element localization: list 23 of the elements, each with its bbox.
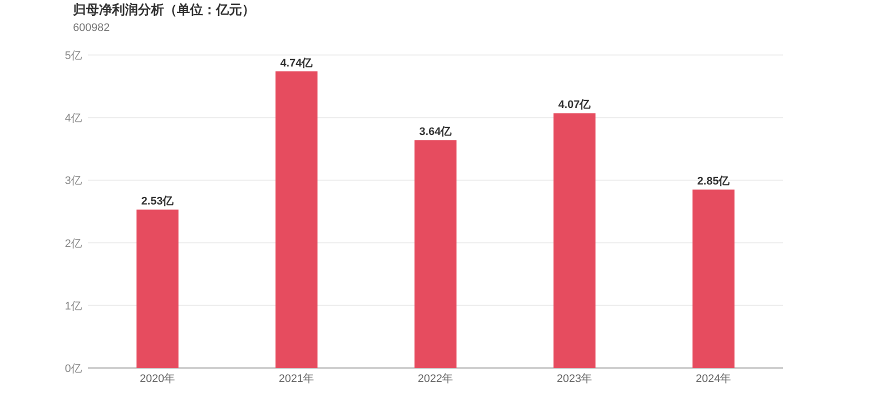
chart-title: 归母净利润分析（单位：亿元） [72, 2, 255, 17]
data-label: 4.74亿 [280, 57, 314, 70]
chart-subtitle: 600982 [73, 22, 110, 34]
y-tick-label: 5亿 [64, 50, 82, 62]
x-tick-label: 2023年 [556, 373, 592, 385]
bar [414, 140, 456, 368]
data-label: 3.64亿 [419, 126, 453, 138]
data-label: 4.07亿 [558, 99, 592, 112]
x-tick-label: 2021年 [278, 373, 314, 385]
x-tick-label: 2020年 [140, 373, 176, 385]
x-tick-label: 2022年 [418, 373, 454, 385]
y-tick-label: 0亿 [64, 363, 82, 375]
bar [136, 210, 178, 368]
bar [692, 190, 734, 368]
data-label: 2.85亿 [697, 176, 731, 188]
data-label: 2.53亿 [141, 196, 175, 208]
x-tick-label: 2024年 [696, 373, 732, 385]
y-tick-label: 1亿 [64, 300, 82, 312]
y-tick-label: 4亿 [64, 112, 82, 125]
y-tick-label: 2亿 [64, 238, 82, 250]
bar [276, 71, 318, 368]
y-tick-label: 3亿 [64, 175, 82, 188]
bar [554, 113, 596, 368]
